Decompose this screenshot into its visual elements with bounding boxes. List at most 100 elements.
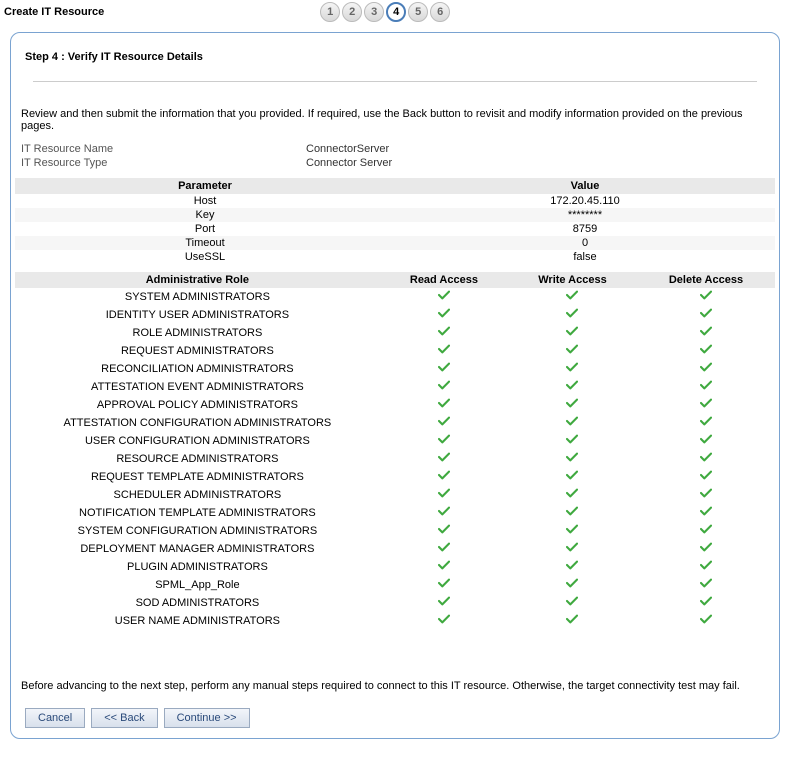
role-read-access: [380, 540, 508, 558]
check-icon: [438, 344, 450, 354]
param-name: UseSSL: [15, 250, 395, 264]
role-name: SPML_App_Role: [15, 576, 380, 594]
role-row: USER NAME ADMINISTRATORS: [15, 612, 775, 630]
check-icon: [566, 326, 578, 336]
role-delete-access: [637, 306, 775, 324]
roles-header-write: Write Access: [508, 272, 637, 288]
role-read-access: [380, 396, 508, 414]
role-read-access: [380, 414, 508, 432]
role-name: REQUEST ADMINISTRATORS: [15, 342, 380, 360]
check-icon: [700, 344, 712, 354]
param-row: UseSSLfalse: [15, 250, 775, 264]
role-read-access: [380, 306, 508, 324]
role-row: NOTIFICATION TEMPLATE ADMINISTRATORS: [15, 504, 775, 522]
check-icon: [700, 488, 712, 498]
check-icon: [700, 434, 712, 444]
role-row: REQUEST ADMINISTRATORS: [15, 342, 775, 360]
check-icon: [700, 560, 712, 570]
check-icon: [700, 596, 712, 606]
role-delete-access: [637, 378, 775, 396]
role-name: RECONCILIATION ADMINISTRATORS: [15, 360, 380, 378]
role-read-access: [380, 504, 508, 522]
parameters-table: Parameter Value Host172.20.45.110Key****…: [15, 178, 775, 264]
back-button[interactable]: << Back: [91, 708, 157, 728]
check-icon: [438, 362, 450, 372]
wizard-stepper: 123456: [104, 2, 666, 22]
params-header-value: Value: [395, 178, 775, 194]
param-value: false: [395, 250, 775, 264]
role-row: PLUGIN ADMINISTRATORS: [15, 558, 775, 576]
role-write-access: [508, 360, 637, 378]
role-delete-access: [637, 432, 775, 450]
check-icon: [566, 596, 578, 606]
role-write-access: [508, 450, 637, 468]
check-icon: [438, 542, 450, 552]
step-circle-1[interactable]: 1: [320, 2, 340, 22]
check-icon: [700, 308, 712, 318]
role-name: NOTIFICATION TEMPLATE ADMINISTRATORS: [15, 504, 380, 522]
role-name: DEPLOYMENT MANAGER ADMINISTRATORS: [15, 540, 380, 558]
role-write-access: [508, 504, 637, 522]
check-icon: [438, 614, 450, 624]
step-circle-2[interactable]: 2: [342, 2, 362, 22]
divider: [33, 81, 757, 82]
role-name: SCHEDULER ADMINISTRATORS: [15, 486, 380, 504]
param-value: ********: [395, 208, 775, 222]
role-name: IDENTITY USER ADMINISTRATORS: [15, 306, 380, 324]
check-icon: [438, 452, 450, 462]
role-read-access: [380, 558, 508, 576]
role-write-access: [508, 612, 637, 630]
param-row: Timeout0: [15, 236, 775, 250]
check-icon: [566, 524, 578, 534]
check-icon: [700, 398, 712, 408]
step-circle-5[interactable]: 5: [408, 2, 428, 22]
check-icon: [438, 560, 450, 570]
check-icon: [566, 398, 578, 408]
role-delete-access: [637, 324, 775, 342]
role-write-access: [508, 306, 637, 324]
check-icon: [700, 506, 712, 516]
check-icon: [700, 452, 712, 462]
check-icon: [566, 488, 578, 498]
roles-header-role: Administrative Role: [15, 272, 380, 288]
param-row: Host172.20.45.110: [15, 194, 775, 208]
check-icon: [700, 290, 712, 300]
role-delete-access: [637, 288, 775, 306]
check-icon: [566, 344, 578, 354]
check-icon: [566, 362, 578, 372]
role-delete-access: [637, 414, 775, 432]
resource-name-label: IT Resource Name: [21, 142, 306, 156]
check-icon: [438, 326, 450, 336]
step-circle-6[interactable]: 6: [430, 2, 450, 22]
page-title: Create IT Resource: [4, 6, 104, 18]
cancel-button[interactable]: Cancel: [25, 708, 85, 728]
param-row: Key********: [15, 208, 775, 222]
roles-header-read: Read Access: [380, 272, 508, 288]
resource-type-label: IT Resource Type: [21, 156, 306, 170]
check-icon: [566, 380, 578, 390]
step-circle-4[interactable]: 4: [386, 2, 406, 22]
check-icon: [438, 470, 450, 480]
role-write-access: [508, 342, 637, 360]
role-delete-access: [637, 396, 775, 414]
continue-button[interactable]: Continue >>: [164, 708, 250, 728]
check-icon: [566, 308, 578, 318]
role-row: ATTESTATION CONFIGURATION ADMINISTRATORS: [15, 414, 775, 432]
role-write-access: [508, 378, 637, 396]
role-read-access: [380, 522, 508, 540]
check-icon: [700, 542, 712, 552]
role-row: SYSTEM CONFIGURATION ADMINISTRATORS: [15, 522, 775, 540]
role-delete-access: [637, 522, 775, 540]
role-name: USER NAME ADMINISTRATORS: [15, 612, 380, 630]
resource-name-value: ConnectorServer: [306, 142, 389, 156]
role-delete-access: [637, 486, 775, 504]
param-name: Host: [15, 194, 395, 208]
check-icon: [700, 524, 712, 534]
resource-type-value: Connector Server: [306, 156, 392, 170]
step-circle-3[interactable]: 3: [364, 2, 384, 22]
role-write-access: [508, 468, 637, 486]
role-name: APPROVAL POLICY ADMINISTRATORS: [15, 396, 380, 414]
role-name: SYSTEM ADMINISTRATORS: [15, 288, 380, 306]
check-icon: [566, 578, 578, 588]
check-icon: [438, 578, 450, 588]
